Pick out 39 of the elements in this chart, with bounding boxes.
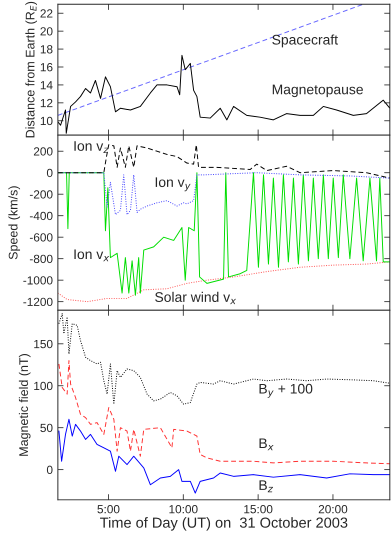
y-tick-label: -800 (30, 254, 53, 264)
y-tick-label: 0 (46, 466, 53, 474)
series-label: Ion v$_{x}$ (74, 249, 110, 262)
series-label: B$_{z}$ (260, 480, 274, 492)
line-series (58, 360, 390, 464)
y-tick-label: 50 (40, 424, 53, 432)
y-tick-label: 100 (34, 382, 53, 390)
y-tick-label: -400 (30, 212, 53, 220)
y-tick-label: -600 (30, 233, 53, 242)
series-label: B$_{y}$ + 100 (260, 384, 312, 398)
series-label: Solar wind v$_{x}$ (155, 292, 236, 304)
y-tick-label: -1000 (23, 276, 53, 285)
x-tick-label: 20:00 (318, 504, 348, 514)
x-tick-label: 15:00 (244, 504, 272, 514)
series-label: Spacecraft (272, 34, 338, 48)
line-series (58, 418, 390, 494)
y-axis-title: Speed (km/s) (8, 186, 20, 260)
y-tick-label: 20 (40, 27, 53, 36)
y-tick-label: 150 (34, 340, 53, 348)
x-tick-label: 10:00 (169, 504, 198, 514)
y-tick-label: 0 (46, 168, 53, 178)
y-tick-label: 14 (40, 81, 53, 90)
y-axis-title: Magnetic field (nT) (18, 354, 31, 456)
series-label: Ion v$_{z}$ (74, 141, 109, 154)
series-label: B$_{x}$ (260, 438, 274, 450)
line-series (58, 313, 390, 405)
y-tick-label: 10 (40, 116, 53, 126)
y-tick-label: 18 (40, 45, 52, 54)
y-tick-label: 16 (40, 63, 52, 72)
x-tick-label: 5:00 (97, 504, 120, 514)
y-tick-label: -200 (30, 190, 53, 199)
y-tick-label: 22 (40, 9, 52, 18)
y-tick-label: 200 (34, 147, 53, 156)
series-label: Ion v$_{y}$ (156, 177, 191, 192)
x-axis-title: Time of Day (UT) on 31 October 2003 (100, 517, 348, 531)
series-label: Magnetopause (272, 84, 363, 98)
y-tick-label: -1200 (23, 298, 53, 306)
y-axis-title: Distance from Earth (R$_{E}$) (25, 2, 37, 138)
y-tick-label: 12 (40, 98, 52, 108)
